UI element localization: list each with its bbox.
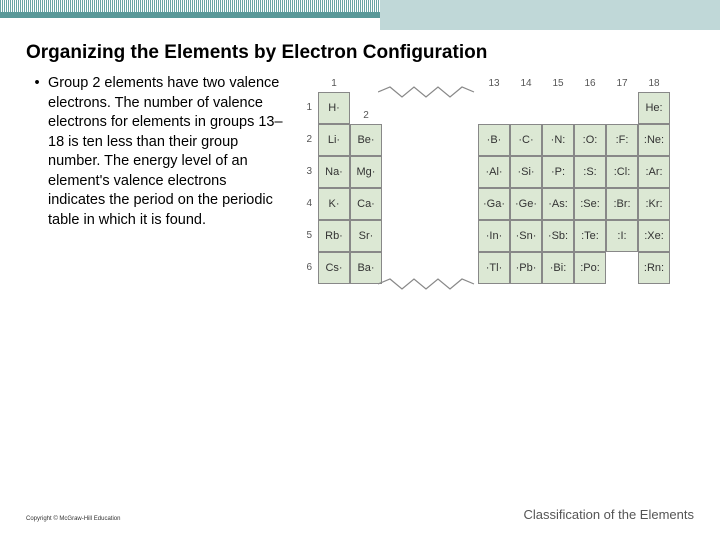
element-cell: :O:: [574, 124, 606, 156]
page-title: Organizing the Elements by Electron Conf…: [26, 42, 694, 64]
element-cell: Sr·: [350, 220, 382, 252]
row-header: 6: [298, 252, 312, 284]
element-cell: ·Ga·: [478, 188, 510, 220]
row-header: 3: [298, 156, 312, 188]
col-header: 1: [318, 78, 350, 89]
element-cell: :Po:: [574, 252, 606, 284]
element-cell: :F:: [606, 124, 638, 156]
col-header: 16: [574, 78, 606, 89]
element-cell: ·B·: [478, 124, 510, 156]
element-cell: Ca·: [350, 188, 382, 220]
row-header: 4: [298, 188, 312, 220]
col-header: 13: [478, 78, 510, 89]
copyright-text: Copyright © McGraw-Hill Education: [26, 516, 120, 522]
element-cell: ·N:: [542, 124, 574, 156]
element-cell: :Br:: [606, 188, 638, 220]
element-cell: :Se:: [574, 188, 606, 220]
element-cell: :Cl:: [606, 156, 638, 188]
row-header: 2: [298, 124, 312, 156]
element-cell: ·C·: [510, 124, 542, 156]
element-cell: ·Ge·: [510, 188, 542, 220]
slide-content: Organizing the Elements by Electron Conf…: [0, 18, 720, 324]
element-cell: ·Al·: [478, 156, 510, 188]
col-header: 18: [638, 78, 670, 89]
col-header: 17: [606, 78, 638, 89]
bullet-list: • Group 2 elements have two valence elec…: [26, 74, 286, 324]
element-cell: H·: [318, 92, 350, 124]
element-cell: :Ar:: [638, 156, 670, 188]
element-cell: :Rn:: [638, 252, 670, 284]
element-cell: ·Pb·: [510, 252, 542, 284]
zigzag-top: [378, 85, 458, 99]
element-cell: Mg·: [350, 156, 382, 188]
element-cell: ·As:: [542, 188, 574, 220]
col-header: 14: [510, 78, 542, 89]
chapter-label: Classification of the Elements: [523, 507, 694, 522]
footer: Copyright © McGraw-Hill Education Classi…: [26, 507, 694, 522]
element-cell: ·In·: [478, 220, 510, 252]
element-cell: ·Sb:: [542, 220, 574, 252]
zigzag-bottom: [378, 277, 458, 291]
header-accent: [380, 0, 720, 30]
row-header: 1: [298, 92, 312, 124]
col-header: 2: [350, 110, 382, 121]
element-cell: :Ne:: [638, 124, 670, 156]
col-header: 15: [542, 78, 574, 89]
periodic-table: 12131415161718123456H·He:Li·Be··B··C··N:…: [298, 74, 694, 324]
element-cell: He:: [638, 92, 670, 124]
bullet-text: Group 2 elements have two valence electr…: [48, 74, 286, 231]
element-cell: ·P:: [542, 156, 574, 188]
element-cell: Be·: [350, 124, 382, 156]
element-cell: :I:: [606, 220, 638, 252]
bullet-marker: •: [26, 74, 48, 231]
element-cell: K·: [318, 188, 350, 220]
element-cell: Rb·: [318, 220, 350, 252]
element-cell: :Kr:: [638, 188, 670, 220]
element-cell: ·Tl·: [478, 252, 510, 284]
element-cell: Na·: [318, 156, 350, 188]
element-cell: ·Si·: [510, 156, 542, 188]
element-cell: :Xe:: [638, 220, 670, 252]
element-cell: Cs·: [318, 252, 350, 284]
row-header: 5: [298, 220, 312, 252]
element-cell: ·Sn·: [510, 220, 542, 252]
element-cell: Li·: [318, 124, 350, 156]
element-cell: :S:: [574, 156, 606, 188]
element-cell: ·Bi:: [542, 252, 574, 284]
element-cell: :Te:: [574, 220, 606, 252]
